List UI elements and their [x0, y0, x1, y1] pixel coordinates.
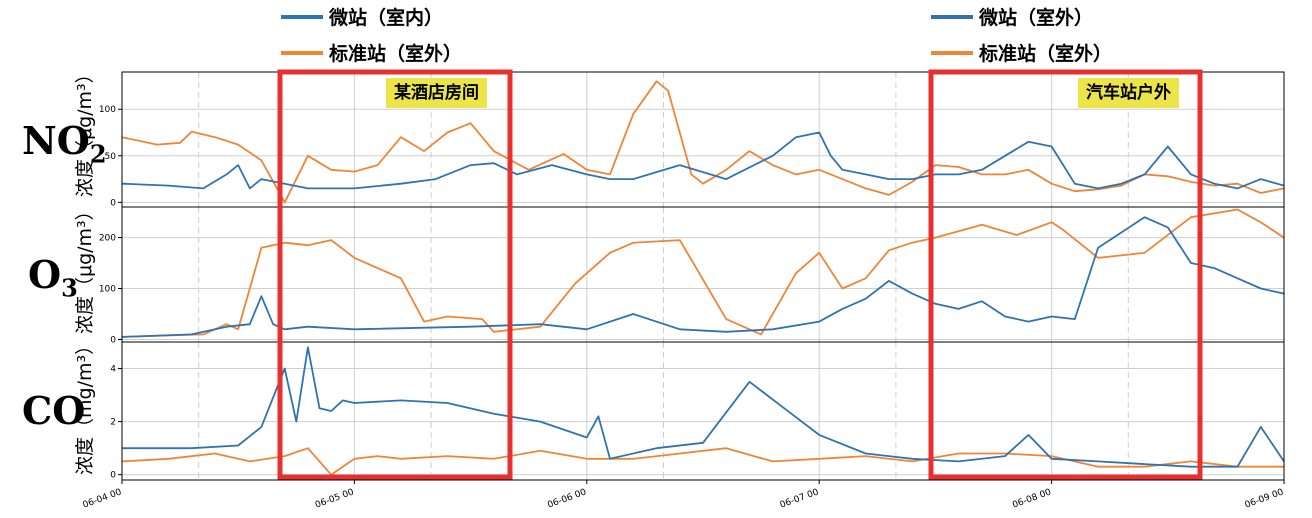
legend-left: 微站（室内） 标准站（室外）	[281, 0, 462, 72]
panel-label-o3: O3	[28, 252, 78, 303]
y-tick-label: 0	[110, 198, 116, 208]
y-tick-label: 100	[99, 105, 116, 115]
highlight-box-bus-station	[928, 69, 1203, 480]
y-tick-label: 200	[99, 234, 116, 244]
y-tick-label: 2	[110, 418, 116, 428]
panel-label-sub: 3	[61, 273, 78, 303]
series-line-standard	[121, 80, 1285, 204]
legend-right: 微站（室外） 标准站（室外）	[931, 0, 1112, 72]
y-tick-label: 0	[110, 471, 116, 481]
panel-unit-no2: 浓度（μg/m³）	[74, 64, 96, 197]
legend-item: 微站（室内）	[281, 0, 462, 36]
annotation-hotel: 某酒店房间	[386, 78, 487, 108]
panel-label-no2: NO2	[22, 118, 107, 169]
legend-label: 标准站（室外）	[979, 43, 1113, 65]
x-tick-label: 06-07 00	[779, 487, 821, 510]
y-tick-label: 0	[110, 335, 116, 345]
legend-label: 微站（室内）	[329, 7, 444, 29]
panel-frame	[121, 341, 1285, 481]
x-tick-label: 06-09 00	[1244, 487, 1286, 510]
x-tick-label: 06-06 00	[546, 487, 588, 510]
x-tick-label: 06-08 00	[1011, 487, 1053, 510]
highlight-box-hotel	[277, 69, 513, 480]
panel-unit-o3: 浓度（μg/m³）	[74, 201, 96, 334]
y-tick-label: 50	[105, 152, 117, 162]
legend-item: 微站（室外）	[931, 0, 1112, 36]
y-tick-label: 4	[110, 365, 116, 375]
y-tick-label: 100	[99, 285, 116, 295]
series-line-micro	[121, 131, 1285, 190]
panel-unit-co: 浓度（mg/m³）	[74, 335, 96, 475]
annotation-bus-station: 汽车站户外	[1078, 78, 1179, 108]
panel-label-text: O	[28, 252, 62, 297]
x-tick-label: 06-05 00	[314, 487, 356, 510]
series-line-micro	[122, 346, 1285, 468]
legend-item: 标准站（室外）	[931, 36, 1112, 72]
panel-frame	[121, 206, 1285, 343]
series-line-standard	[121, 208, 1285, 338]
panel-label-text: NO	[22, 118, 90, 163]
panel-label-co: CO	[22, 388, 85, 433]
legend-label: 微站（室外）	[979, 7, 1094, 29]
panel-label-text: CO	[22, 388, 86, 433]
legend-item: 标准站（室外）	[281, 36, 462, 72]
series-line-micro	[121, 216, 1285, 338]
x-tick-label: 06-04 00	[82, 487, 124, 510]
panel-label-sub: 2	[89, 139, 107, 169]
legend-label: 标准站（室外）	[329, 43, 463, 65]
